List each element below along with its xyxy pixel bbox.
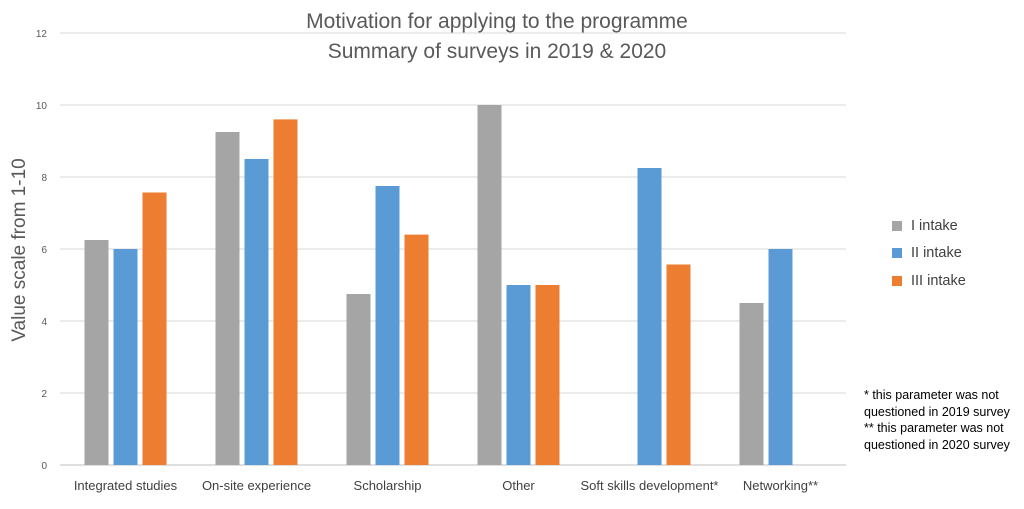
footnote-2020: ** this parameter was not questioned in … [864, 421, 1010, 452]
legend-item-ii-intake: II intake [892, 240, 966, 268]
bar-iii-intake [273, 119, 298, 466]
legend-swatch [892, 275, 902, 286]
legend: I intake II intake III intake [892, 212, 966, 295]
legend-item-i-intake: I intake [892, 212, 966, 240]
bars [84, 105, 793, 466]
bar-i-intake [739, 303, 764, 465]
bar-ii-intake [244, 159, 269, 465]
chart-title: Motivation for applying to the programme [306, 10, 688, 33]
y-tick-label: 6 [41, 245, 47, 256]
bar-ii-intake [637, 168, 662, 465]
x-category-label: Networking** [743, 478, 818, 493]
legend-label: III intake [911, 272, 966, 289]
legend-swatch [892, 248, 902, 259]
x-category-label: On-site experience [202, 478, 311, 493]
chart-subtitle: Summary of surveys in 2019 & 2020 [328, 40, 667, 63]
gridlines [60, 32, 846, 466]
y-tick-label: 0 [41, 461, 47, 472]
y-tick-label: 8 [41, 173, 47, 184]
legend-label: I intake [911, 217, 958, 234]
legend-item-iii-intake: III intake [892, 267, 966, 295]
y-tick-label: 12 [36, 29, 48, 40]
bar-ii-intake [113, 249, 138, 465]
y-tick-label: 4 [41, 317, 47, 328]
x-category-label: Integrated studies [74, 478, 178, 493]
bar-iii-intake [404, 234, 429, 465]
footnotes: * this parameter was not questioned in 2… [864, 387, 1024, 453]
bar-i-intake [346, 294, 371, 465]
footnote-2019: * this parameter was not questioned in 2… [864, 388, 1010, 419]
bar-ii-intake [375, 186, 400, 465]
y-tick-label: 10 [36, 101, 48, 112]
bar-ii-intake [506, 285, 531, 465]
bar-iii-intake [535, 285, 560, 465]
legend-label: II intake [911, 245, 962, 262]
bar-i-intake [477, 105, 502, 465]
bar-i-intake [215, 132, 240, 465]
y-axis-title: Value scale from 1-10 [9, 158, 30, 341]
x-category-label: Scholarship [354, 478, 422, 493]
bar-iii-intake [142, 192, 167, 466]
bar-i-intake [84, 240, 109, 465]
y-axis-ticks: 0 2 4 6 8 10 12 [36, 29, 48, 472]
legend-swatch [892, 220, 902, 231]
bar-ii-intake [768, 249, 793, 465]
x-axis-labels: Integrated studies On-site experience Scho… [74, 478, 818, 493]
bar-iii-intake [666, 264, 691, 465]
x-category-label: Other [502, 478, 535, 493]
x-category-label: Soft skills development* [580, 478, 718, 493]
y-tick-label: 2 [41, 389, 47, 400]
